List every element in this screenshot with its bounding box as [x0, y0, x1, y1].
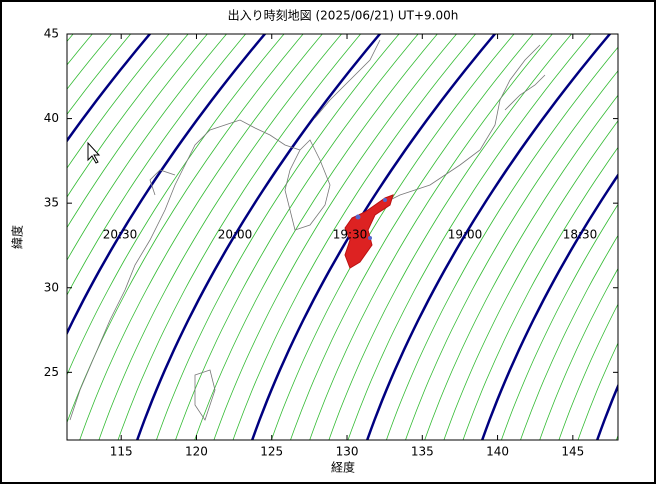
- contour-label: 19:00: [448, 228, 483, 242]
- major-contour: [480, 172, 618, 440]
- y-tick-label: 25: [44, 365, 59, 379]
- minor-contour: [520, 234, 618, 440]
- minor-contour: [424, 94, 618, 440]
- minor-contour: [462, 146, 618, 440]
- plot-border: [66, 33, 619, 441]
- minor-contour: [67, 34, 228, 261]
- minor-contour: [67, 34, 208, 229]
- minor-contour: [67, 34, 132, 115]
- minor-contour: [67, 34, 189, 198]
- y-tick-label: 35: [44, 196, 59, 210]
- minor-contour: [443, 120, 618, 440]
- minor-contour: [175, 34, 419, 440]
- mouse-cursor: [87, 141, 101, 164]
- minor-contour: [385, 46, 618, 440]
- minor-contour: [213, 34, 458, 440]
- minor-contour: [309, 34, 553, 440]
- x-tick-label: 135: [411, 445, 434, 459]
- minor-contour: [232, 34, 477, 440]
- y-tick-label: 45: [44, 27, 59, 41]
- minor-contour: [500, 203, 618, 440]
- minor-contour: [539, 267, 618, 440]
- minor-contour: [98, 34, 343, 440]
- x-tick-label: 145: [561, 445, 584, 459]
- contour-label: 20:00: [218, 228, 253, 242]
- y-tick-label: 40: [44, 111, 59, 125]
- minor-contour: [67, 34, 170, 169]
- major-contour: [250, 34, 497, 440]
- markers: [355, 198, 387, 240]
- minor-contour: [194, 34, 438, 440]
- minor-contour: [67, 34, 285, 376]
- minor-contour: [67, 34, 247, 296]
- chart-title: 出入り時刻地図 (2025/06/21) UT+9.00h: [228, 9, 459, 23]
- minor-contour: [347, 34, 592, 440]
- major-contour: [365, 34, 612, 440]
- minor-contour: [290, 34, 534, 440]
- y-axis-label: 緯度: [10, 225, 25, 249]
- minor-contour: [558, 303, 618, 440]
- contour-label: 19:30: [333, 228, 368, 242]
- minor-contour: [577, 342, 618, 440]
- minor-contour: [328, 34, 573, 440]
- x-tick-label: 140: [486, 445, 509, 459]
- major-contour: [135, 34, 382, 440]
- x-tick-label: 130: [336, 445, 359, 459]
- minor-contour: [155, 34, 400, 440]
- contour-label: 18:30: [563, 228, 598, 242]
- contour-lines: [67, 34, 618, 440]
- x-tick-label: 125: [260, 445, 283, 459]
- x-tick-label: 120: [185, 445, 208, 459]
- contour-label: 20:30: [103, 228, 138, 242]
- x-tick-label: 115: [110, 445, 133, 459]
- major-contour: [67, 34, 267, 336]
- major-contour: [67, 34, 152, 143]
- minor-contour: [117, 34, 362, 440]
- coastlines: [69, 39, 546, 421]
- y-tick-label: 30: [44, 280, 59, 294]
- minor-contour: [405, 70, 618, 440]
- x-axis-label: 経度: [331, 460, 355, 475]
- minor-contour: [79, 34, 323, 440]
